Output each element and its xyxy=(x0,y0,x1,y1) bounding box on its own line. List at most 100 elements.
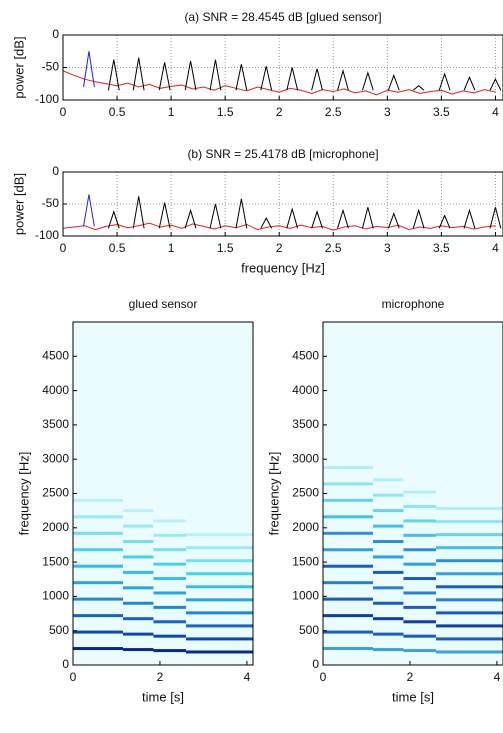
harmonic-ridge xyxy=(403,533,437,537)
harmonic-ridge xyxy=(436,546,503,550)
spectrum-line xyxy=(63,70,496,96)
x-tick-label: 0 xyxy=(60,241,67,255)
harmonic-ridge xyxy=(73,548,123,552)
y-tick-label: 500 xyxy=(299,623,319,637)
y-axis-label: frequency [Hz] xyxy=(266,452,281,536)
chart-title: (a) SNR = 28.4545 dB [glued sensor] xyxy=(184,10,381,24)
chart-title: microphone xyxy=(382,297,445,311)
harmonic-ridge xyxy=(186,533,253,537)
harmonic-ridge xyxy=(186,572,253,576)
harmonic-ridge xyxy=(373,632,404,636)
harmonic-ridge xyxy=(323,630,373,634)
y-tick-label: 4000 xyxy=(42,383,69,397)
y-axis-label: frequency [Hz] xyxy=(16,452,31,536)
harmonic-ridge xyxy=(323,564,373,568)
y-tick-label: 1500 xyxy=(292,554,319,568)
harmonic-ridge xyxy=(153,649,187,653)
harmonic-ridge xyxy=(436,533,503,537)
harmonic-ridge xyxy=(436,650,503,654)
harmonic-ridge xyxy=(373,586,404,590)
x-tick-label: 4 xyxy=(244,670,251,684)
harmonic-ridge xyxy=(186,598,253,602)
harmonic-ridge xyxy=(323,614,373,618)
harmonic-ridge xyxy=(323,531,373,535)
harmonic-ridge xyxy=(186,546,253,550)
harmonic-ridge xyxy=(323,482,373,486)
y-tick-label: 2500 xyxy=(42,486,69,500)
spectrum-line xyxy=(83,194,95,227)
harmonic-ridge xyxy=(123,617,154,621)
harmonic-ridge xyxy=(323,515,373,519)
harmonic-ridge xyxy=(403,505,437,509)
x-axis-label: frequency [Hz] xyxy=(241,260,325,275)
harmonic-ridge xyxy=(186,637,253,641)
x-tick-label: 0 xyxy=(60,105,67,119)
x-tick-label: 4 xyxy=(492,105,499,119)
harmonic-ridge xyxy=(403,562,437,566)
harmonic-ridge xyxy=(373,555,404,559)
y-axis-label: power [dB] xyxy=(11,36,26,98)
harmonic-ridge xyxy=(373,570,404,574)
harmonic-ridge xyxy=(373,524,404,528)
harmonic-ridge xyxy=(153,519,187,523)
harmonic-ridge xyxy=(403,548,437,552)
harmonic-ridge xyxy=(373,478,404,482)
harmonic-ridge xyxy=(436,611,503,615)
x-tick-label: 2 xyxy=(157,670,164,684)
y-tick-label: 1000 xyxy=(42,589,69,603)
y-tick-label: 2000 xyxy=(292,520,319,534)
harmonic-ridge xyxy=(436,637,503,641)
x-tick-label: 1.5 xyxy=(217,241,234,255)
harmonic-ridge xyxy=(123,601,154,605)
harmonic-ridge xyxy=(373,648,404,652)
x-tick-label: 4 xyxy=(492,241,499,255)
harmonic-ridge xyxy=(323,498,373,502)
harmonic-ridge xyxy=(186,559,253,563)
harmonic-ridge xyxy=(403,490,437,494)
x-axis-label: time [s] xyxy=(142,689,184,704)
y-tick-label: 2000 xyxy=(42,520,69,534)
harmonic-ridge xyxy=(323,581,373,585)
y-tick-label: 500 xyxy=(49,623,69,637)
harmonic-ridge xyxy=(186,585,253,589)
harmonic-ridge xyxy=(123,570,154,574)
harmonic-ridge xyxy=(403,620,437,624)
harmonic-ridge xyxy=(403,649,437,653)
x-tick-label: 0.5 xyxy=(109,241,126,255)
harmonic-ridge xyxy=(436,598,503,602)
x-tick-label: 0 xyxy=(70,670,77,684)
y-tick-label: 1500 xyxy=(42,554,69,568)
harmonic-ridge xyxy=(123,524,154,528)
harmonic-ridge xyxy=(436,559,503,563)
y-tick-label: 3500 xyxy=(292,417,319,431)
x-tick-label: 2.5 xyxy=(325,241,342,255)
x-tick-label: 0 xyxy=(320,670,327,684)
harmonic-ridge xyxy=(153,548,187,552)
harmonic-ridge xyxy=(403,519,437,523)
harmonic-ridge xyxy=(73,564,123,568)
harmonic-ridge xyxy=(323,647,373,651)
y-tick-label: 0 xyxy=(62,657,69,671)
harmonic-ridge xyxy=(436,585,503,589)
x-tick-label: 3.5 xyxy=(433,105,450,119)
harmonic-ridge xyxy=(403,591,437,595)
chart-title: glued sensor xyxy=(129,297,198,311)
harmonic-ridge xyxy=(373,493,404,497)
y-tick-label: 0 xyxy=(52,27,59,41)
y-tick-label: -100 xyxy=(35,228,59,242)
harmonic-ridge xyxy=(73,498,123,502)
harmonic-ridge xyxy=(323,597,373,601)
y-tick-label: -50 xyxy=(42,196,60,210)
x-tick-label: 2 xyxy=(276,241,283,255)
harmonic-ridge xyxy=(123,632,154,636)
y-tick-label: 3000 xyxy=(292,451,319,465)
x-tick-label: 4 xyxy=(494,670,501,684)
y-tick-label: 4500 xyxy=(292,348,319,362)
harmonic-ridge xyxy=(123,509,154,513)
x-tick-label: 0.5 xyxy=(109,105,126,119)
spectrum-line xyxy=(107,196,502,229)
harmonic-ridge xyxy=(436,624,503,628)
harmonic-ridge xyxy=(73,630,123,634)
harmonic-ridge xyxy=(123,648,154,652)
